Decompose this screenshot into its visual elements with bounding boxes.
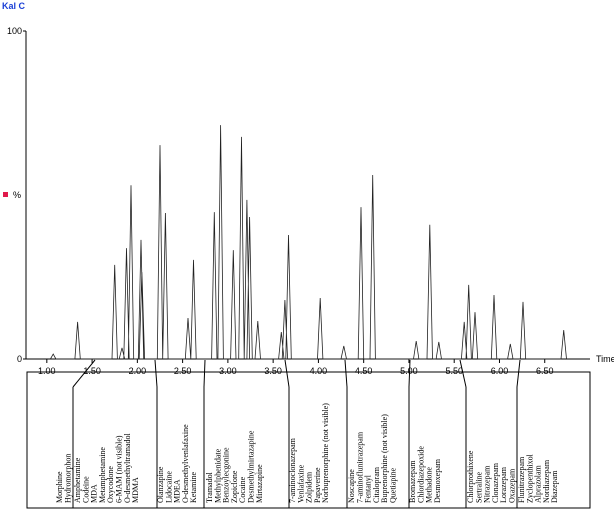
compound-label: MDEA bbox=[173, 479, 182, 503]
compound-label: 6-MAM (not visible) bbox=[115, 435, 124, 503]
compound-label: Codeine bbox=[81, 476, 90, 503]
compound-label: Metamphetamine bbox=[98, 447, 107, 503]
y-axis-label: % bbox=[13, 190, 21, 200]
compound-label: Nitrazepam bbox=[483, 465, 492, 503]
compound-label: 7-aminoflunitrazepam bbox=[355, 431, 364, 503]
group-connector bbox=[459, 359, 467, 388]
compound-label: Morphine bbox=[55, 471, 64, 503]
x-tick-label: 5.00 bbox=[400, 366, 418, 376]
compound-label: Zopiclone bbox=[230, 470, 239, 503]
x-tick-label: 3.50 bbox=[264, 366, 282, 376]
x-tick-label: 5.50 bbox=[445, 366, 463, 376]
compound-label: Zolpidem bbox=[305, 471, 314, 503]
x-tick-label: 2.50 bbox=[174, 366, 192, 376]
group-connector bbox=[72, 359, 96, 388]
compound-label: Cocaine bbox=[238, 476, 247, 503]
compound-label: Chlordiazepoxide bbox=[416, 446, 425, 503]
compound-label: Quetiapine bbox=[389, 467, 398, 503]
group-connector bbox=[516, 359, 521, 388]
compound-label: Benzoylecgonine bbox=[222, 447, 231, 503]
compound-label: Clonazepam bbox=[491, 462, 500, 503]
x-tick-label: 4.00 bbox=[310, 366, 328, 376]
compound-label: Lorazepam bbox=[499, 466, 508, 503]
compound-label: Bromazepam bbox=[408, 460, 417, 503]
compound-label: Hydromorphon bbox=[63, 454, 72, 503]
x-axis-label: Time bbox=[596, 354, 614, 364]
y-tick-label: 100 bbox=[7, 26, 22, 36]
group-connector bbox=[284, 359, 290, 388]
compound-label: Noscapine bbox=[347, 469, 356, 503]
compound-label: Fentanyl bbox=[364, 474, 373, 503]
compound-label: Oxazepam bbox=[508, 468, 517, 503]
compound-label: Desmoxepam bbox=[433, 458, 442, 503]
compound-label: O-desmethylvenlafaxine bbox=[181, 424, 190, 503]
compound-label: Methadone bbox=[425, 467, 434, 503]
compound-label: MDA bbox=[90, 484, 99, 503]
compound-label: Methylphenidate bbox=[213, 448, 222, 503]
x-tick-label: 6.50 bbox=[536, 366, 554, 376]
x-tick-label: 3.00 bbox=[219, 366, 237, 376]
group-connector bbox=[154, 359, 158, 388]
chart-title: Kal C bbox=[2, 1, 26, 11]
x-tick-label: 6.00 bbox=[491, 366, 509, 376]
compound-label: Zyclopenthixol bbox=[525, 453, 534, 503]
compound-label: Nordiazepam bbox=[542, 459, 551, 503]
compound-label: Olanzapine bbox=[156, 466, 165, 503]
compound-label: Citalopram bbox=[372, 466, 381, 503]
compound-label: O-desmethyltramadol bbox=[123, 432, 132, 503]
compound-label: MDMA bbox=[131, 477, 140, 503]
compound-label: Buprenorphine (not visible) bbox=[380, 414, 389, 503]
compound-label: Mirtazapine bbox=[255, 464, 264, 503]
compound-label: Tramadol bbox=[205, 471, 214, 503]
group-connector bbox=[344, 359, 348, 388]
compound-label: Chlorprothixene bbox=[466, 450, 475, 503]
compound-label: Lidocaine bbox=[164, 471, 173, 503]
trace bbox=[50, 125, 567, 360]
compound-label: Venlafaxine bbox=[296, 464, 305, 503]
compound-label: Desmethylmirtazapine bbox=[247, 430, 256, 503]
compound-label: Alprazolam bbox=[534, 464, 543, 503]
compound-label: Papaverine bbox=[313, 467, 322, 503]
compound-label: Ketamine bbox=[189, 471, 198, 503]
x-tick-label: 4.50 bbox=[355, 366, 373, 376]
compound-label: 7-aminoclonazepam bbox=[288, 437, 297, 503]
compound-label: Norbuprenorphine (not visible) bbox=[321, 403, 330, 503]
group-connector bbox=[203, 359, 206, 388]
compound-box bbox=[26, 371, 591, 509]
x-tick-label: 1.50 bbox=[83, 366, 101, 376]
y-tick-label: 0 bbox=[17, 354, 22, 364]
compound-label: Sertraline bbox=[474, 471, 483, 503]
compound-label: Amphetamine bbox=[73, 457, 82, 503]
compound-label: Oxycodone bbox=[106, 466, 115, 503]
compound-label: Flunitrazepam bbox=[517, 456, 526, 503]
group-connector bbox=[408, 359, 411, 388]
marker-icon bbox=[3, 192, 8, 197]
x-tick-label: 1.00 bbox=[38, 366, 56, 376]
compound-label: Diazepam bbox=[550, 470, 559, 503]
x-tick-label: 2.00 bbox=[129, 366, 147, 376]
